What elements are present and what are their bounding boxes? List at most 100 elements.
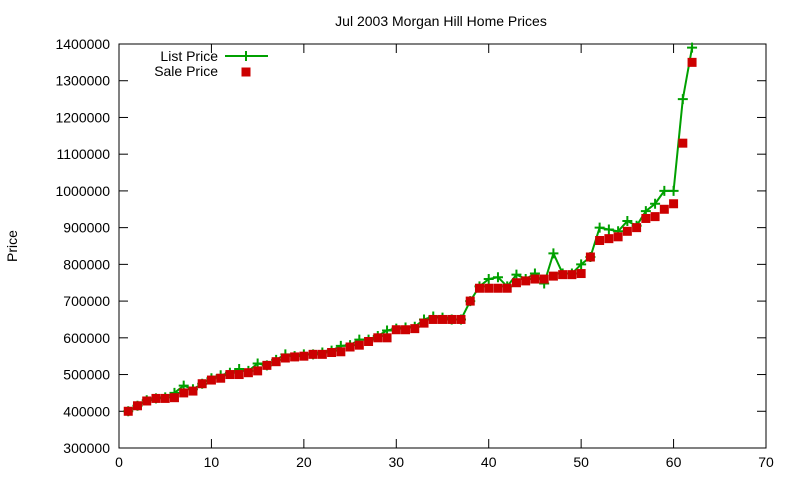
- x-tick-label: 60: [666, 454, 682, 470]
- list-price-point: [483, 274, 494, 285]
- x-tick-label: 30: [388, 454, 404, 470]
- x-tick-label: 20: [296, 454, 312, 470]
- sale-price-point: [419, 318, 429, 328]
- sale-price-point: [465, 296, 475, 306]
- list-price-point: [603, 224, 614, 235]
- sale-price-point: [595, 235, 605, 245]
- sale-price-point: [262, 360, 272, 370]
- y-tick-label: 400000: [63, 403, 110, 419]
- plot-frame: [118, 43, 767, 449]
- sale-price-point: [151, 393, 161, 403]
- sale-price-point: [641, 213, 651, 223]
- sale-price-point: [438, 314, 447, 324]
- sale-price-point: [364, 336, 374, 346]
- sale-price-point: [558, 270, 568, 280]
- list-price-point: [650, 198, 661, 209]
- sale-price-point: [502, 283, 512, 293]
- sale-price-point: [345, 342, 355, 352]
- legend-label-list-price: List Price: [160, 48, 218, 64]
- sale-price-point: [585, 252, 595, 262]
- sale-price-point: [317, 349, 327, 359]
- y-tick-label: 1300000: [55, 73, 110, 89]
- x-tick-label: 70: [758, 454, 774, 470]
- sale-price-point: [382, 333, 392, 343]
- sale-price-point: [474, 283, 484, 293]
- y-axis-label: Price: [4, 230, 20, 262]
- y-tick-label: 500000: [63, 367, 110, 383]
- sale-price-point: [447, 314, 457, 324]
- sale-price-point: [354, 340, 364, 350]
- sale-price-point: [197, 379, 207, 389]
- sale-price-point: [253, 366, 263, 376]
- list-price-point: [548, 248, 559, 259]
- y-tick-label: 800000: [63, 256, 110, 272]
- sale-price-point: [123, 406, 133, 416]
- sale-price-point: [234, 370, 244, 380]
- sale-price-point: [604, 234, 614, 244]
- sale-price-point: [179, 388, 189, 398]
- sale-price-point: [271, 357, 281, 367]
- list-price-point: [687, 42, 698, 53]
- sale-price-point: [132, 401, 142, 411]
- sale-price-point: [160, 393, 170, 403]
- sale-price-point: [401, 325, 411, 335]
- sale-price-point: [687, 57, 697, 67]
- sale-price-point: [290, 352, 300, 362]
- x-tick-label: 0: [115, 454, 123, 470]
- x-tick-label: 10: [204, 454, 220, 470]
- x-tick-label: 50: [573, 454, 589, 470]
- list-price-point: [622, 216, 633, 227]
- axis-ticks: 0 10 20 30 40 50 60 70 300000 400000 500000 600000 7…: [55, 36, 774, 470]
- list-price-point: [594, 222, 605, 233]
- y-tick-label: 900000: [63, 220, 110, 236]
- legend-label-sale-price: Sale Price: [154, 63, 218, 79]
- sale-price-point: [613, 232, 623, 242]
- y-tick-label: 300000: [63, 440, 110, 456]
- y-tick-label: 1200000: [55, 109, 110, 125]
- sale-price-point: [484, 283, 494, 293]
- y-tick-label: 600000: [63, 330, 110, 346]
- y-tick-label: 700000: [63, 293, 110, 309]
- sale-price-point: [225, 370, 235, 380]
- sale-price-point: [336, 347, 346, 357]
- list-price-point: [677, 94, 688, 105]
- y-tick-label: 1100000: [57, 146, 111, 162]
- list-price-point: [668, 185, 679, 196]
- sale-price-point: [188, 386, 198, 396]
- sale-price-point: [410, 324, 420, 334]
- sale-price-point: [373, 333, 383, 343]
- sale-price-point: [650, 212, 660, 222]
- list-price-point: [511, 269, 522, 280]
- y-tick-label: 1000000: [55, 183, 110, 199]
- sale-price-point: [456, 314, 466, 324]
- sale-price-point: [567, 270, 577, 280]
- legend-marker-sale-price: [241, 67, 251, 77]
- list-price-point: [492, 272, 503, 283]
- sale-price-point: [678, 138, 688, 148]
- sale-price-point: [493, 283, 503, 293]
- sale-price-point: [622, 226, 632, 236]
- sale-price-point: [391, 325, 401, 335]
- sale-price-point: [299, 351, 309, 361]
- sale-price-point: [576, 269, 586, 279]
- sale-price-point: [142, 396, 152, 406]
- sale-price-point: [530, 274, 540, 284]
- series-markers: [123, 42, 698, 417]
- sale-price-point: [659, 204, 669, 214]
- sale-price-point: [327, 348, 337, 358]
- sale-price-point: [521, 276, 531, 286]
- x-tick-label: 40: [481, 454, 497, 470]
- sale-price-point: [511, 278, 521, 288]
- y-tick-label: 1400000: [55, 36, 110, 52]
- sale-price-point: [308, 349, 318, 359]
- sale-price-point: [548, 271, 558, 281]
- sale-price-point: [428, 314, 438, 324]
- sale-price-point: [243, 368, 253, 378]
- sale-price-point: [169, 393, 179, 403]
- sale-price-point: [632, 223, 642, 233]
- sale-price-point: [206, 375, 216, 385]
- sale-price-point: [539, 274, 549, 284]
- sale-price-point: [280, 353, 290, 363]
